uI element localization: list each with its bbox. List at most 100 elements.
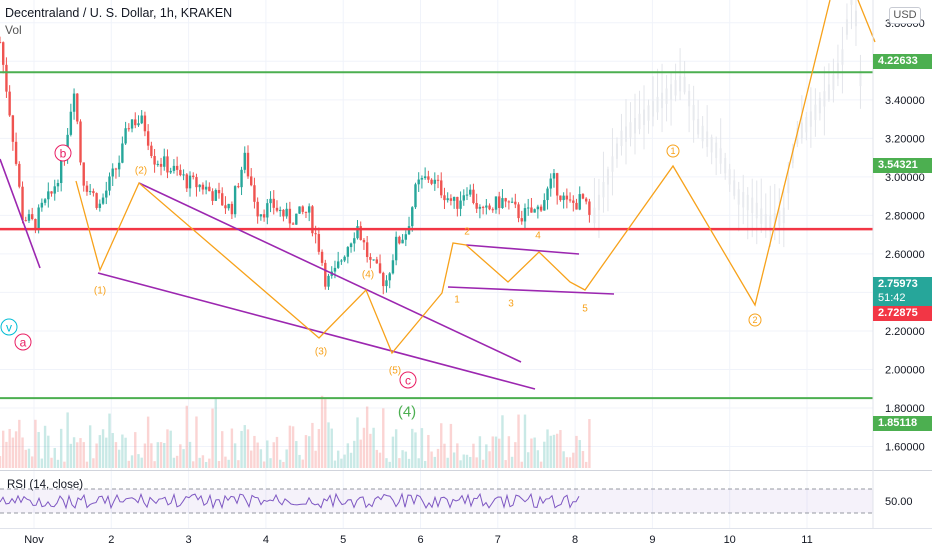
candle-body [76,93,79,122]
volume-bar [250,450,253,468]
candle-body [440,180,443,196]
candle-body [137,123,140,126]
ghost-candle-body [854,10,857,27]
ghost-candle-body [674,80,677,96]
volume-bar [578,440,581,468]
candle-body [423,176,427,179]
ghost-candle-body [715,142,718,159]
volume-bar [163,443,166,468]
ghost-candle-body [692,104,695,121]
candle-body [153,156,156,165]
chart-title[interactable]: Decentraland / U. S. Dollar, 1h, KRAKEN [5,6,233,20]
time-tick: 9 [649,534,655,546]
ghost-candle-body [620,130,623,147]
price-tag-current[interactable]: 2.75973 [873,277,932,292]
volume-bar [349,452,353,468]
candle-body [237,186,240,188]
ghost-candle-body [670,84,673,100]
wave-label-text: v [6,320,12,334]
ghost-candle-body [755,202,758,219]
candle-body [343,256,346,261]
currency-badge[interactable]: USD [889,7,921,24]
volume-bar [117,449,121,468]
candle-body [117,162,121,170]
volume-bar [501,415,504,468]
wave-label-text: (4) [398,403,416,420]
wave-label-4: (2) [135,166,147,177]
price-tick: 3.20000 [885,133,925,145]
purple-trendline [0,158,41,269]
ghost-candle-body [751,197,754,214]
candle-body [456,196,459,209]
candle-body [552,173,556,179]
volume-bar [127,460,131,468]
candle-body [385,280,388,287]
volume-bar [330,428,333,468]
candle-body [159,163,163,167]
candle-body [214,190,217,201]
candle-body [240,169,243,188]
volume-bar [101,429,105,468]
volume-bar [76,442,79,468]
volume-bar [436,448,440,468]
rsi-label[interactable]: RSI (14, close) [7,479,84,491]
price-tick: 1.80000 [885,403,925,415]
ghost-candle-body [859,70,862,87]
candle-body [56,182,60,187]
volume-bar [523,414,527,468]
candle-body [221,193,224,206]
candle-body [11,115,15,142]
volume-bar [137,454,140,468]
price-tag-4-22633[interactable]: 4.22633 [873,54,932,69]
candle-body [246,152,250,177]
time-tick: 11 [801,534,812,546]
candle-body [559,195,562,201]
volume-bar [536,450,540,468]
volume-bar [404,451,408,468]
candle-body [227,203,230,209]
volume-bar [340,458,343,468]
time-tick: 7 [495,534,501,546]
candle-body [307,206,311,213]
wave-label-1: a [14,333,32,351]
horizontal-levels[interactable] [0,0,873,400]
ghost-candle-body [850,0,853,5]
ghost-candle-body [737,189,740,205]
volume-bar [37,432,40,468]
elliott-wave-path-tail [857,0,876,43]
volume-bar [85,461,89,468]
volume-bar [478,436,482,468]
price-tag-3-54321[interactable]: 3.54321 [873,158,932,173]
volume-bar [230,428,234,468]
price-tag-2-72875[interactable]: 2.72875 [873,306,932,321]
candle-body [295,213,298,225]
volume-bar [159,442,163,468]
volume-bar [572,452,575,468]
price-tag-1-85118[interactable]: 1.85118 [873,416,932,431]
candle-body [581,194,585,199]
rsi-line [0,492,580,510]
volume-bar [304,435,308,468]
candle-body [555,173,559,196]
drawings[interactable] [0,0,876,390]
volume-bar [456,443,459,468]
volume-bar [394,429,398,468]
volume-bar [233,443,237,468]
candle-body [433,179,437,184]
volume-bar [121,434,124,468]
price-tick: 1.60000 [885,442,925,454]
candle-body [282,209,285,217]
wave-label-text: 1 [454,295,460,306]
ghost-candle-body [841,49,844,65]
purple-trendline [447,286,615,295]
volume-bar [185,405,188,468]
candle-body [317,234,321,252]
volume-bar [59,428,63,468]
ghost-candle-body [724,157,727,174]
volume-bar [575,435,578,468]
ghost-candle-body [733,180,736,196]
volume-label[interactable]: Vol [5,23,22,37]
volume-bar [217,461,221,468]
